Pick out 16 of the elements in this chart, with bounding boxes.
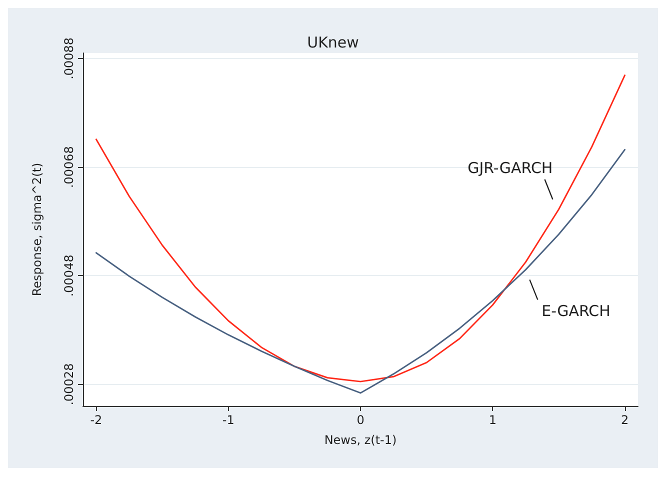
x-tick-label: 2 [620, 413, 629, 427]
x-tick-label: 0 [356, 413, 364, 427]
y-tick-label: .00088 [62, 37, 76, 80]
y-axis-title: Response, sigma^2(t) [30, 162, 44, 296]
series-label: GJR-GARCH [468, 158, 553, 177]
x-tick-label: 1 [488, 413, 496, 427]
x-tick-label: -1 [222, 413, 234, 427]
x-axis-title: News, z(t-1) [324, 433, 397, 447]
line-series [95, 148, 626, 394]
y-tick-label: .00028 [62, 363, 76, 406]
text: E-GARCH [542, 302, 610, 320]
y-tick-label: .00048 [62, 254, 76, 297]
line-series [95, 74, 626, 382]
x-tick-label: -2 [90, 413, 102, 427]
chart-title: UKnew [307, 34, 359, 52]
y-tick-label: .00068 [62, 146, 76, 188]
